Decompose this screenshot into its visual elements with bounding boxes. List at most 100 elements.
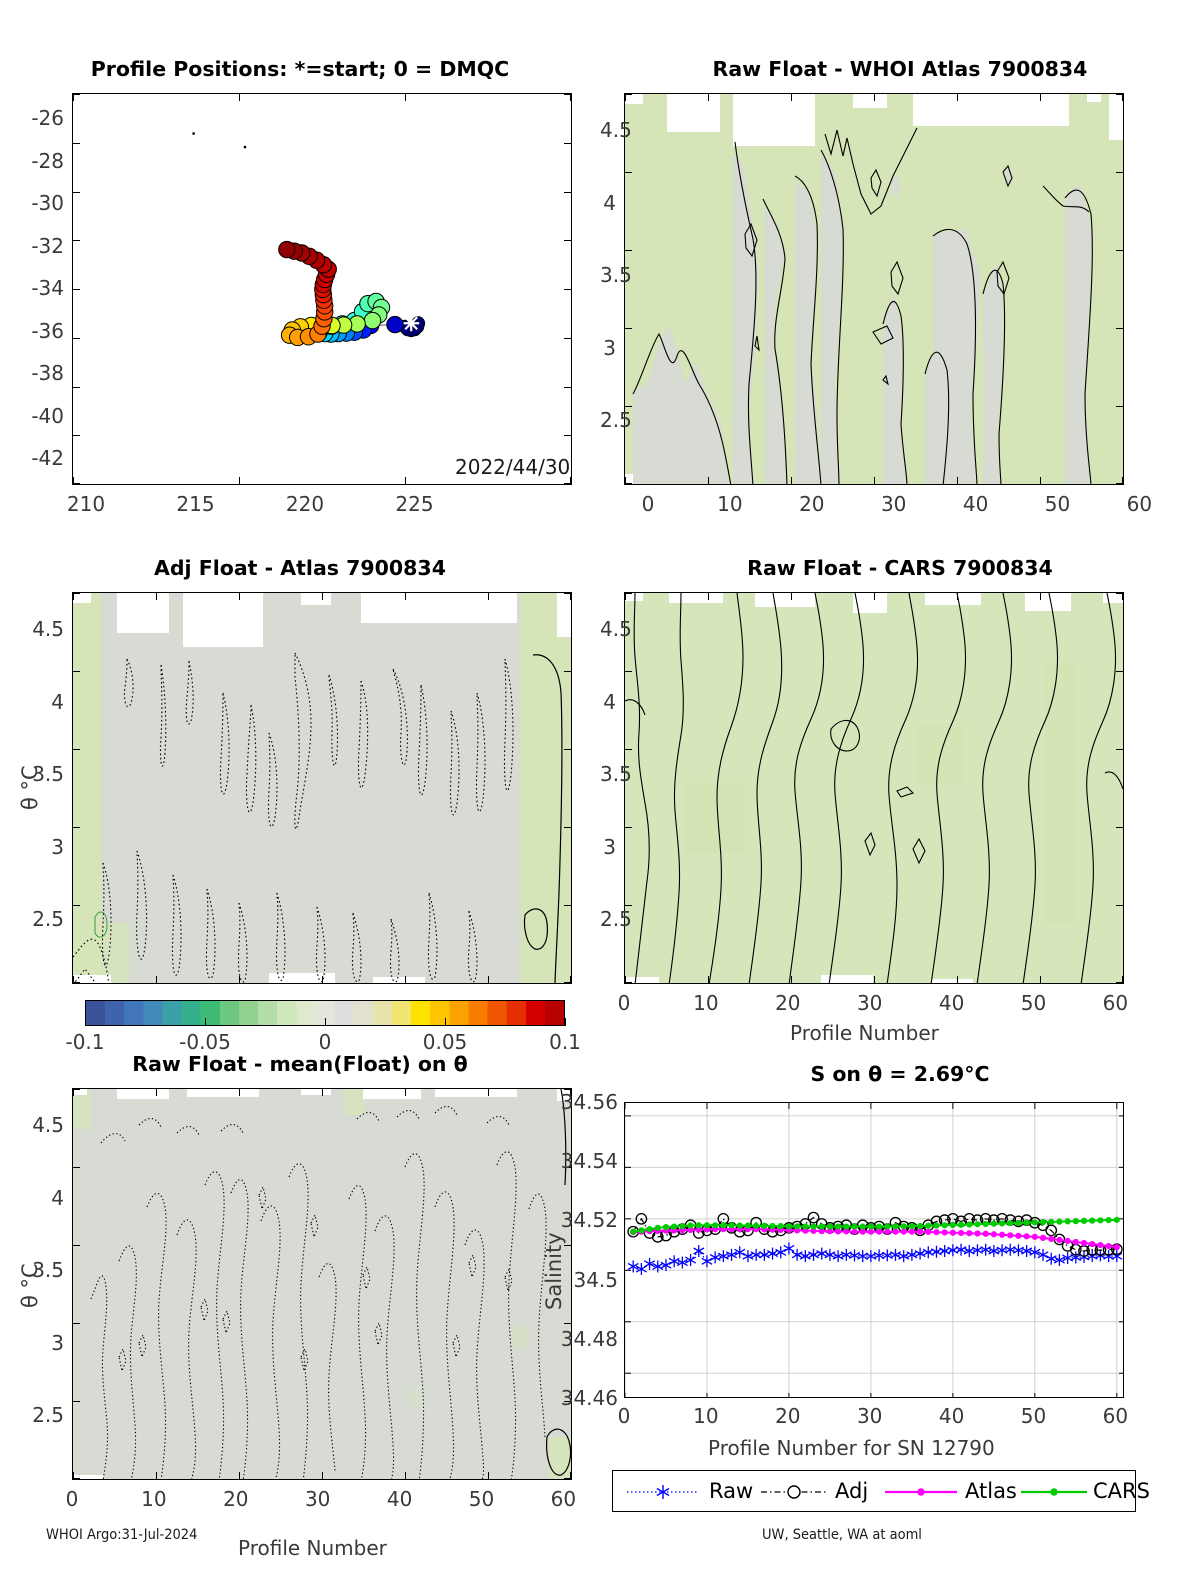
legend: Raw Adj Atlas CARS <box>612 1470 1150 1512</box>
tick-mark <box>1040 593 1041 600</box>
tick-mark <box>564 289 571 290</box>
tick-mark <box>405 593 406 600</box>
tick-mark <box>488 1472 489 1479</box>
tick-mark <box>73 435 80 437</box>
legend-label-raw: Raw <box>709 1479 754 1503</box>
tick-mark <box>564 982 571 983</box>
s-on-theta-ytick-3: 34.5 <box>573 1267 618 1292</box>
colorbar-tick-3: 0.05 <box>422 1030 468 1054</box>
tick-mark <box>73 1245 80 1246</box>
tick-mark <box>73 337 80 339</box>
map-ytick-0: -26 <box>31 106 64 130</box>
s-on-theta-axes <box>624 1102 1124 1398</box>
tick-mark <box>73 483 80 484</box>
tick-mark <box>874 593 875 600</box>
tick-mark <box>570 593 571 600</box>
raw-cars-xtick-1: 10 <box>693 991 719 1015</box>
raw-atlas-xtick-6: 60 <box>1126 492 1153 516</box>
tick-mark <box>239 593 240 600</box>
colorbar-tick-mark <box>85 1018 87 1026</box>
raw-atlas-title: Raw Float - WHOI Atlas 7900834 <box>712 57 1088 81</box>
raw-mean-ytick-3: 3 <box>51 1330 64 1355</box>
panel-raw-float-minus-mean: Raw Float - mean(Float) on θ <box>0 1040 600 1560</box>
map-plot <box>192 132 426 347</box>
tick-mark <box>570 976 571 983</box>
tick-mark <box>405 1472 406 1479</box>
s-on-theta-xtick-0: 0 <box>617 1404 631 1428</box>
raw-cars-xtick-0: 0 <box>617 991 631 1015</box>
raw-cars-xtick-4: 40 <box>938 991 965 1015</box>
tick-mark <box>874 94 875 101</box>
tick-mark <box>1116 94 1123 95</box>
s-on-theta-title: S on θ = 2.69°C <box>600 1062 1200 1086</box>
tick-mark <box>564 593 571 594</box>
tick-mark <box>564 905 571 906</box>
panel-raw-float-whoi-atlas: Raw Float - WHOI Atlas 7900834 <box>600 0 1200 540</box>
tick-mark <box>73 593 80 594</box>
tick-mark <box>1040 976 1041 983</box>
tick-mark <box>625 827 632 828</box>
raw-cars-x-label: Profile Number <box>790 1021 939 1045</box>
tick-mark <box>625 905 632 906</box>
footer-right: UW, Seattle, WA at aoml <box>762 1527 922 1543</box>
tick-mark <box>564 1323 571 1324</box>
tick-mark <box>564 1401 571 1402</box>
raw-cars-ytick-1: 4 <box>603 689 616 714</box>
tick-mark <box>564 337 571 339</box>
raw-atlas-field <box>625 94 1123 484</box>
tick-mark <box>73 905 80 906</box>
colorbar-tick-1: -0.05 <box>179 1030 231 1054</box>
tick-mark <box>1116 328 1123 329</box>
tick-mark <box>73 477 74 484</box>
map-ytick-7: -40 <box>31 403 64 428</box>
legend-label-adj: Adj <box>835 1479 869 1503</box>
tick-mark <box>570 94 571 101</box>
tick-mark <box>625 328 632 329</box>
legend-label-atlas: Atlas <box>965 1479 1017 1503</box>
tick-mark <box>564 749 571 750</box>
tick-mark <box>1116 172 1123 173</box>
map-ytick-2: -30 <box>31 191 64 215</box>
tick-mark <box>564 671 571 672</box>
tick-mark <box>564 94 571 95</box>
tick-mark <box>73 1167 80 1168</box>
tick-mark <box>1122 94 1123 101</box>
tick-mark <box>156 1089 157 1096</box>
tick-mark <box>405 94 406 101</box>
adj-atlas-ytick-1: 4 <box>51 689 64 714</box>
adj-atlas-ytick-0: 4.5 <box>32 617 64 641</box>
raw-atlas-ytick-0: 4.5 <box>600 118 632 142</box>
raw-mean-xtick-6: 60 <box>550 1487 577 1511</box>
raw-mean-xtick-0: 0 <box>65 1487 79 1511</box>
map-xtick-3: 225 <box>395 492 434 516</box>
map-ytick-8: -42 <box>31 446 64 470</box>
raw-atlas-xtick-5: 50 <box>1044 492 1071 516</box>
tick-mark <box>73 240 80 242</box>
tick-mark <box>1116 483 1123 484</box>
panel-s-on-theta: S on θ = 2.69°C 0 10 20 30 40 50 60 34.56 34.54… <box>542 1040 1200 1512</box>
tick-mark <box>625 976 626 983</box>
tick-mark <box>625 749 632 750</box>
tick-mark <box>1116 671 1123 672</box>
tick-mark <box>322 1472 323 1479</box>
raw-mean-axes <box>72 1088 572 1480</box>
tick-mark <box>708 976 709 983</box>
adj-atlas-field <box>73 593 571 983</box>
tick-mark <box>239 94 240 101</box>
tick-mark <box>156 1472 157 1479</box>
colorbar-tick-mark <box>445 1018 447 1026</box>
tick-mark <box>73 94 80 95</box>
tick-mark <box>570 1089 571 1096</box>
raw-atlas-xtick-1: 10 <box>717 492 743 516</box>
tick-mark <box>156 593 157 600</box>
raw-mean-ytick-4: 2.5 <box>32 1403 64 1427</box>
tick-mark <box>570 1472 571 1479</box>
footer-left: WHOI Argo:31-Jul-2024 <box>46 1527 198 1543</box>
tick-mark <box>73 593 74 600</box>
tick-mark <box>488 1089 489 1096</box>
tick-mark <box>625 94 626 101</box>
tick-mark <box>625 671 632 672</box>
adj-atlas-ytick-2: 3.5 <box>32 762 64 786</box>
raw-atlas-ytick-3: 3 <box>603 335 616 360</box>
tick-mark <box>73 749 80 750</box>
